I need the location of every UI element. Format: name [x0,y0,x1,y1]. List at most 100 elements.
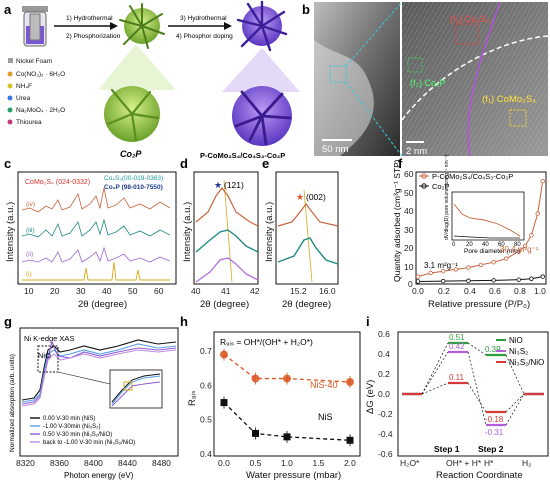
xrd-curve-ii [21,246,171,263]
g-nio-label: NiO [38,351,51,360]
label-f1: (f₁) CoMo₂S₄ [482,94,536,105]
panel-h: R₉ᵢₛ = OH*/(OH* + H₂O*) NiS-40 NiS 0.0 0.… [187,331,361,481]
c-xtick-40: 40 [102,286,112,296]
beaker-icon [22,6,48,47]
i-ylabel: ΔG (eV) [365,380,376,414]
h-x-axis: 0.0 0.5 1.0 1.5 2.0 [218,458,356,468]
f-point [529,276,534,281]
f-xtick-0-2: 0.2 [438,286,450,296]
i-connector [467,382,487,413]
panel-a-legend: Nickel Foam Co(NO₃)₂ · 6H₂O NH₄F Urea Na… [7,58,65,126]
g-nio-highlight-box [37,345,59,373]
panel-label-a: a [4,2,12,17]
h-xtick: 1.5 [313,458,325,468]
f-xtick-0-4: 0.4 [464,286,476,296]
legend-thiourea: Thiourea [16,119,42,126]
curve-label-iii: (iii) [26,227,35,234]
f-inset-xtick-60: 60 [498,242,505,248]
panel-label-f: f [398,156,403,171]
xrd-curve-iii [21,218,171,238]
i-xtick: OH* + H* [446,458,482,468]
f-inset-ylabel: dV/dlog(D) pore volume (cm³g⁻¹ nm⁻¹) [444,154,450,240]
h-xtick: 1.0 [281,458,293,468]
i-connector [467,342,487,356]
c-xtick-60: 60 [154,286,164,296]
c-xtick-30: 30 [76,286,86,296]
i-xtick: H₂O* [400,458,420,468]
f-point [504,256,509,261]
f-point [415,274,421,279]
i-ytick: -0.2 [378,409,393,419]
step-1-label: 1) Hydrothermal [66,15,113,22]
h-ytick: 0.7 [200,346,212,356]
f-point [491,278,496,283]
f-xtick-1-0: 1.0 [534,286,546,296]
g-xtick-8400: 8400 [84,458,103,468]
i-ytick: 0.4 [378,349,390,359]
panel-label-e: e [262,156,269,171]
f-inset-xtick-0: 0 [452,242,456,248]
f-inset-xlabel: Pore diameter (nm) [464,248,520,255]
h-point [283,374,291,383]
h-ytick: 0.6 [200,380,212,390]
peak-002-icon: ★ [296,192,304,202]
d-xtick-40: 40 [191,286,201,296]
panel-c: CoMo₂S₄ (024-0332) Co₄S₃(00-019-0363) Co… [5,171,177,310]
g-title: Ni K-edge XAS [24,334,74,343]
curve-label-i: (i) [26,271,32,278]
i-ytick: -0.4 [378,429,393,439]
step-3-label: 3) Hydrothermal [180,15,227,22]
i-value-label: 0.51 [449,333,465,342]
co2p-cluster-icon [119,3,165,49]
f-point [466,278,471,283]
d-xlabel: 2θ (degree) [200,299,249,310]
f-point [529,232,534,238]
f-point [441,269,446,274]
f-inset-xtick-40: 40 [482,242,489,248]
f-xtick-0-6: 0.6 [489,286,501,296]
i-value-label: 0.39 [485,345,501,354]
d-curve-mid [195,229,259,253]
h-plot-frame [213,331,361,457]
g-ylabel: Normalized absorption (arb. units) [9,354,16,452]
g-legend-item: back to -1.00 V-30 min (Ni₃S₂/NiO) [43,440,135,446]
h-point [252,429,259,437]
i-connector [421,382,449,395]
f-point [535,211,540,216]
i-value-label: -0.18 [485,415,504,424]
scale-label-2nm: 2 nm [406,146,427,157]
f-series-1 [417,276,543,282]
e-peak-label: (002) [306,192,326,202]
scale-label-50nm: 50 nm [322,144,348,155]
nickel-foam-swatch [8,58,13,63]
i-plot-area: 0.51 0.39 0.42 -0.31 0.11 -0.18 [402,333,544,437]
molybdate-swatch [7,107,13,113]
h-ytick: 0.4 [200,449,212,459]
panel-e: ★ (002) 15.2 16.0 2θ (degree) Intensity … [264,171,339,310]
f-point [540,178,545,184]
cobalt-nitrate-swatch [7,71,13,77]
step-2-label: 2) Phosphorization [66,33,121,40]
i-y-axis: -0.6 -0.4 -0.2 0.0 0.2 0.4 0.6 [378,329,393,459]
i-connector [467,351,487,426]
f-inset-curve-1 [453,203,521,237]
e-curve-top [277,203,339,227]
panel-label-h: h [180,314,188,329]
co2p-nanowire-icon [104,86,160,142]
legend-nh4f: NH₄F [16,83,32,90]
xrd-curve-iv [21,187,171,213]
label-f3: (f₃) Co₄S₃ [450,14,490,24]
c-xlabel: 2θ (degree) [78,299,127,310]
f-point [522,243,528,249]
i-value-label: 0.42 [449,342,465,351]
c-xtick-50: 50 [128,286,138,296]
h-point [220,350,228,359]
f-point [466,265,471,270]
panel-d: ★ (121) 40 41 42 2θ (degree) Intensity (… [182,171,260,310]
i-ytick: 0.2 [378,369,390,379]
c-xtick-10: 10 [24,286,34,296]
i-legend-het: Ni₃S₂/NiO [509,358,544,367]
h-y-axis: 0.4 0.5 0.6 0.7 [200,346,212,459]
